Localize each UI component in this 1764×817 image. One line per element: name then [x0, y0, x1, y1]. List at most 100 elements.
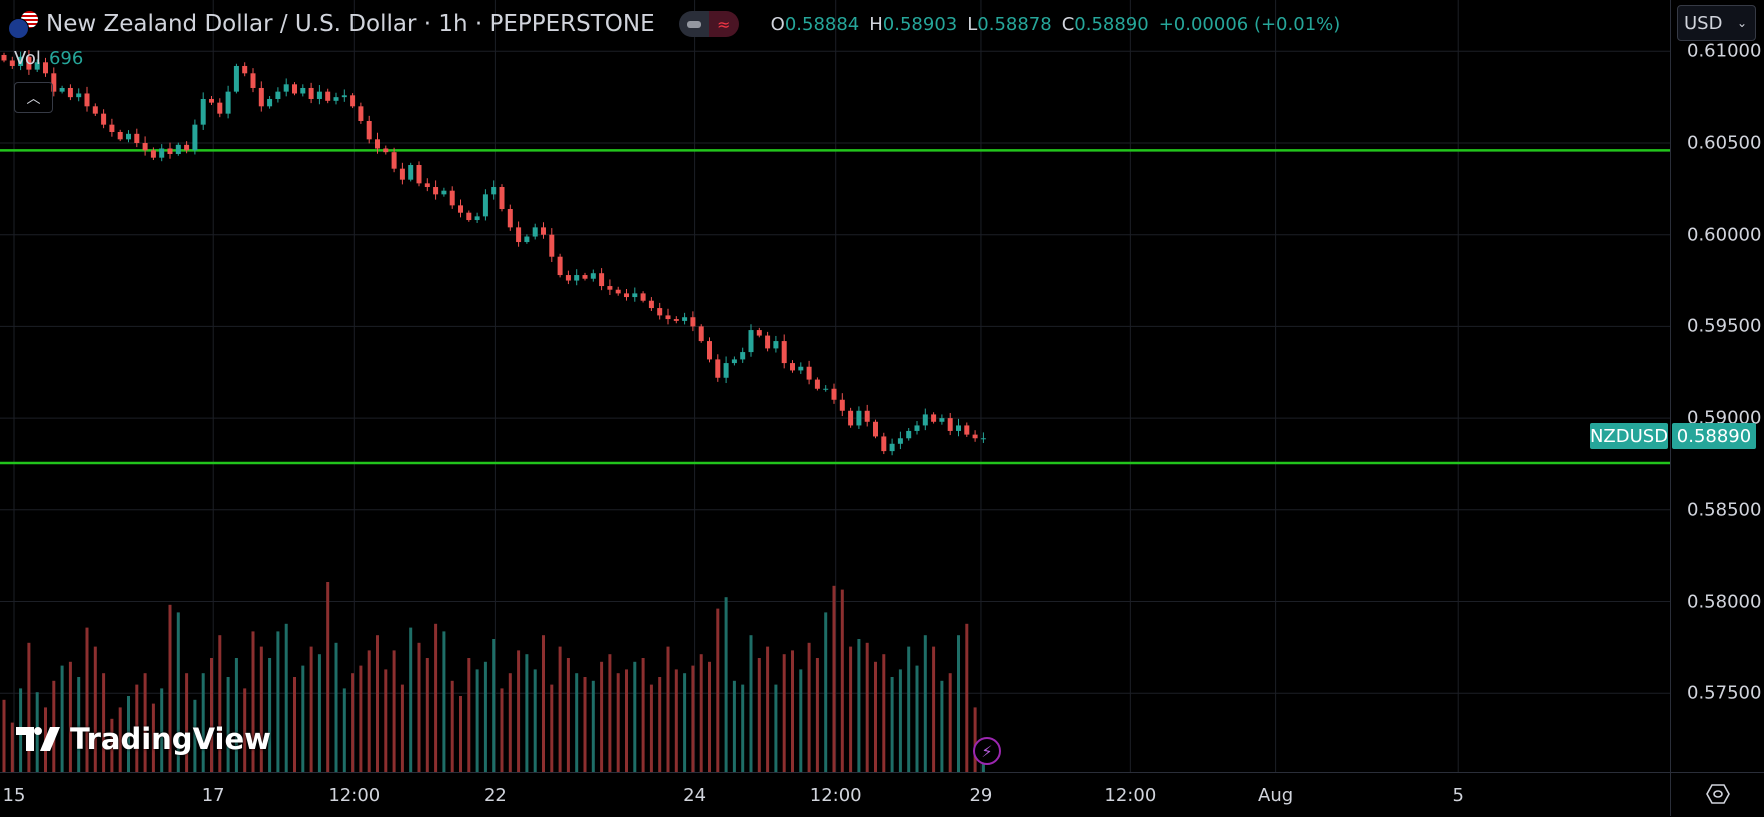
- candle-body: [507, 209, 513, 228]
- volume-bar: [168, 604, 172, 772]
- time-tick-label: Aug: [1258, 785, 1294, 806]
- volume-bar: [376, 635, 379, 772]
- volume-bar: [193, 699, 197, 772]
- candle-body: [267, 98, 273, 107]
- volume-bar: [77, 677, 81, 772]
- candle-body: [383, 148, 389, 153]
- volume-bar: [799, 669, 803, 772]
- volume-bar: [143, 673, 147, 772]
- volume-bar: [625, 669, 628, 772]
- lightning-icon[interactable]: ⚡: [973, 737, 1001, 765]
- volume-bar: [666, 646, 670, 772]
- volume-bar: [932, 646, 936, 772]
- candle-body: [723, 363, 729, 378]
- price-tick-label: 0.60000: [1687, 224, 1762, 246]
- candle-body: [922, 414, 928, 426]
- volume-bar: [185, 673, 189, 772]
- time-tick-label: 12:00: [328, 785, 381, 806]
- volume-bar: [732, 680, 736, 772]
- price-tick-label: 0.61000: [1687, 40, 1762, 62]
- candle-body: [715, 359, 721, 378]
- chart-settings-button[interactable]: [1670, 772, 1764, 816]
- volume-label: Vol: [14, 48, 41, 69]
- candle-body: [466, 212, 472, 221]
- tradingview-logo[interactable]: TradingView: [16, 722, 271, 756]
- candle-body: [9, 60, 15, 66]
- volume-bar: [442, 631, 446, 772]
- volume-bar: [558, 646, 562, 772]
- volume-bar: [417, 642, 421, 772]
- chart-header: New Zealand Dollar / U.S. Dollar · 1h · …: [8, 8, 1340, 40]
- candle-body: [150, 150, 156, 158]
- volume-bar: [226, 677, 230, 772]
- time-axis[interactable]: 15 17 12:00 22 24 12:00 29 12:00 Aug 5: [0, 772, 1764, 817]
- volume-bar: [384, 669, 388, 772]
- candle-body: [424, 183, 430, 188]
- candle-body: [648, 300, 654, 309]
- collapse-legend-button[interactable]: ︿: [14, 82, 53, 113]
- candle-body: [856, 410, 862, 426]
- volume-bar: [815, 658, 819, 772]
- volume-bar: [68, 661, 72, 772]
- volume-bar: [890, 677, 894, 772]
- volume-bar: [525, 654, 529, 772]
- volume-bar: [782, 654, 786, 772]
- candle-body: [408, 165, 414, 180]
- candle-body: [839, 399, 845, 411]
- candle-body: [873, 421, 878, 437]
- volume-bar: [359, 665, 363, 772]
- candle-body: [964, 425, 970, 435]
- volume-bar: [633, 661, 637, 772]
- time-tick-label: 5: [1452, 785, 1464, 806]
- candle-body: [748, 330, 754, 353]
- currency-select[interactable]: USD ⌄: [1677, 5, 1756, 41]
- volume-bar: [118, 707, 122, 772]
- volume-bar: [409, 627, 413, 772]
- candle-body: [624, 293, 629, 298]
- volume-bar: [641, 658, 645, 772]
- tradingview-logo-icon: [16, 727, 60, 751]
- candle-body: [217, 102, 223, 114]
- volume-bar: [301, 665, 305, 772]
- candle-body: [474, 216, 480, 221]
- candle-body: [549, 234, 555, 257]
- volume-bar: [832, 585, 836, 772]
- candle-body: [134, 133, 140, 143]
- volume-bar: [882, 654, 886, 772]
- candle-body: [731, 359, 737, 364]
- candle-body: [225, 91, 231, 114]
- candle-body: [341, 95, 347, 98]
- candle-body: [599, 273, 605, 287]
- candle-body: [897, 438, 903, 444]
- candle-body: [499, 187, 505, 210]
- volume-bar: [965, 623, 969, 772]
- candle-body: [76, 93, 82, 98]
- low-value: L0.58878: [967, 13, 1052, 35]
- symbol-title[interactable]: New Zealand Dollar / U.S. Dollar · 1h · …: [46, 11, 655, 37]
- volume-bar: [218, 635, 222, 772]
- price-axis[interactable]: 0.61000 0.60500 0.60000 0.59500 0.59000 0.585…: [1670, 0, 1764, 772]
- volume-legend[interactable]: Vol 696: [14, 48, 83, 69]
- close-value: C0.58890: [1061, 13, 1149, 35]
- market-closed-icon: [678, 11, 709, 37]
- volume-bar: [392, 650, 396, 772]
- last-price-label: 0.58890: [1672, 423, 1756, 449]
- volume-bar: [575, 673, 579, 772]
- candle-body: [308, 87, 314, 99]
- time-tick-label: 15: [2, 785, 26, 806]
- candle-body: [947, 418, 953, 431]
- candle-body: [300, 87, 306, 94]
- volume-bar: [151, 703, 155, 772]
- volume-bar: [483, 661, 487, 772]
- candle-body: [101, 113, 107, 125]
- volume-bar: [110, 718, 114, 772]
- candle-body: [84, 93, 90, 107]
- candle-body: [673, 319, 679, 321]
- price-tick-label: 0.60500: [1687, 132, 1762, 154]
- price-chart[interactable]: [0, 0, 1670, 772]
- candle-body: [590, 273, 596, 279]
- volume-bar: [60, 665, 64, 772]
- candle-body: [881, 436, 887, 452]
- candle-body: [607, 286, 613, 290]
- market-status-toggle[interactable]: ≈: [678, 11, 739, 37]
